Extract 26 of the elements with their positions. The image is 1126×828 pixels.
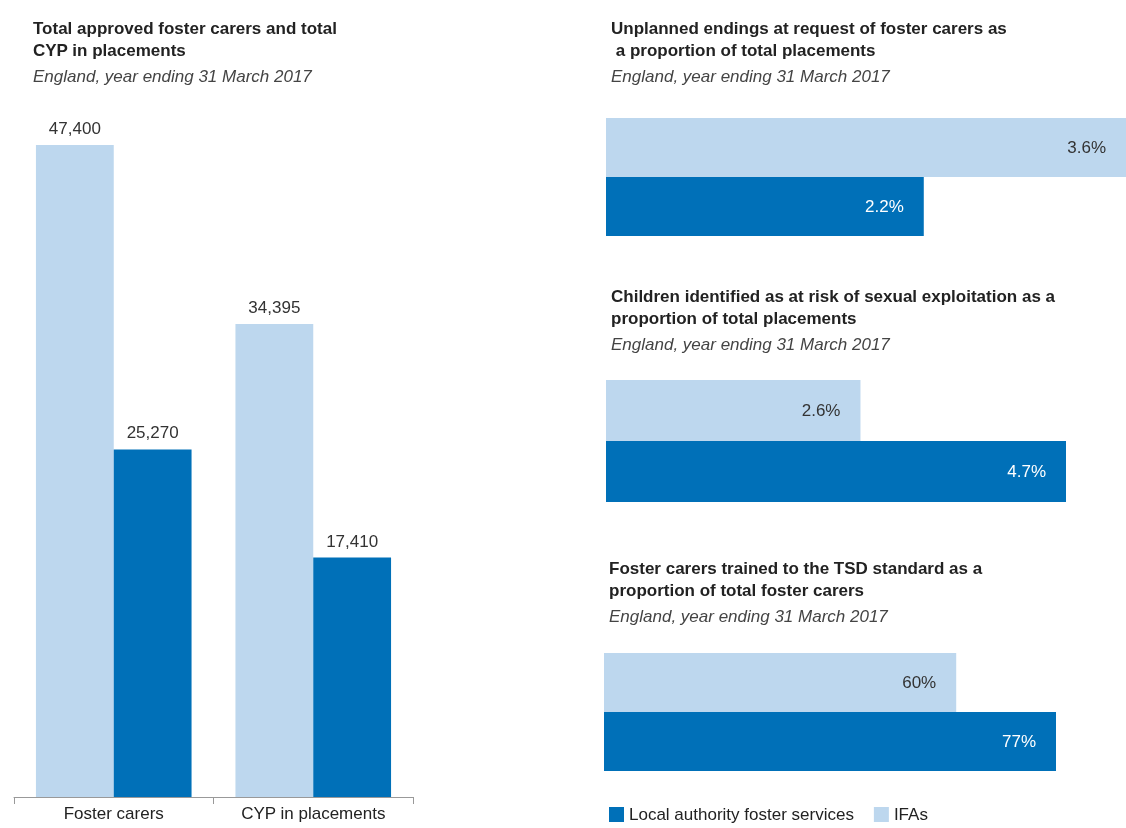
bar [235,323,314,797]
legend-label: Local authority foster services [629,805,854,824]
chart-title: Foster carers trained to the TSD standard as a proportion of total foster carers [609,558,987,600]
data-label: 34,395 [248,297,301,317]
chart-title: Total approved foster carers and total CYP in placements [33,18,342,60]
chart-subtitle: England, year ending 31 March 2017 [609,606,889,626]
chart-subtitle: England, year ending 31 March 2017 [33,66,313,86]
bar [313,557,392,797]
data-label: 17,410 [326,531,379,551]
data-label: 4.7% [1007,462,1046,481]
chart-title: Unplanned endings at request of foster carers as a proportion of total placements [611,18,1007,60]
x-tick-label: CYP in placements [241,804,386,823]
data-label: 2.6% [801,401,841,420]
data-label: 60% [902,673,937,692]
chart-title: Children identified as at risk of sexual exploitation as a proportion of total placements [611,286,1060,328]
data-label: 47,400 [48,119,101,138]
legend-label: IFAs [893,805,928,824]
chart-subtitle: England, year ending 31 March 2017 [611,66,891,86]
data-label: 2.2% [865,197,904,216]
bar [35,145,114,797]
x-tick-label: Foster carers [63,804,164,823]
data-label: 77% [1001,732,1036,751]
chart-subtitle: England, year ending 31 March 2017 [611,334,891,354]
bar [113,449,192,797]
data-label: 3.6% [1067,138,1106,157]
data-label: 25,270 [126,423,179,443]
